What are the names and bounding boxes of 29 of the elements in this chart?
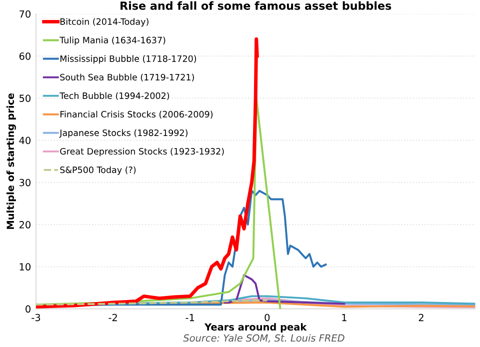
legend-label: Financial Crisis Stocks (2006-2009) bbox=[60, 110, 213, 119]
x-tick-label: -2 bbox=[108, 314, 117, 322]
x-tick-label: -1 bbox=[186, 314, 194, 322]
chart-title: Rise and fall of some famous asset bubbles bbox=[120, 1, 392, 10]
y-tick-label: 70 bbox=[20, 10, 30, 18]
legend-label: South Sea Bubble (1719-1721) bbox=[60, 74, 194, 82]
legend-label: Tulip Mania (1634-1637) bbox=[60, 36, 166, 46]
legend-label: Tech Bubble (1994-2002) bbox=[60, 92, 170, 100]
y-tick-label: 0 bbox=[26, 305, 30, 313]
y-tick-label: 20 bbox=[19, 221, 30, 228]
x-tick-label: 1 bbox=[342, 314, 346, 322]
y-tick-label: 10 bbox=[20, 263, 30, 271]
x-tick-label: 0 bbox=[264, 314, 270, 322]
y-tick-label: 30 bbox=[20, 178, 30, 186]
y-tick-label: 40 bbox=[19, 136, 30, 144]
line-series bbox=[36, 37, 259, 308]
y-tick-label: 50 bbox=[20, 94, 30, 102]
x-axis-title: Years around peak bbox=[204, 323, 307, 333]
source-note: Source: Yale SOM, St. Louis FRED bbox=[183, 334, 344, 343]
x-tick-label: -3 bbox=[32, 314, 40, 322]
legend-label: S&P500 Today (?) bbox=[60, 166, 136, 175]
legend-label: Japanese Stocks (1982-1992) bbox=[59, 129, 188, 138]
x-tick-label: 2 bbox=[418, 314, 424, 322]
legend-label: Bitcoin (2014-Today) bbox=[60, 18, 148, 27]
line-series bbox=[224, 274, 346, 305]
legend-label: Great Depression Stocks (1923-1932) bbox=[60, 148, 224, 156]
legend-label: Mississippi Bubble (1718-1720) bbox=[60, 55, 196, 64]
y-axis-title: Multiple of starting price bbox=[6, 93, 16, 229]
y-tick-label: 60 bbox=[19, 52, 30, 60]
